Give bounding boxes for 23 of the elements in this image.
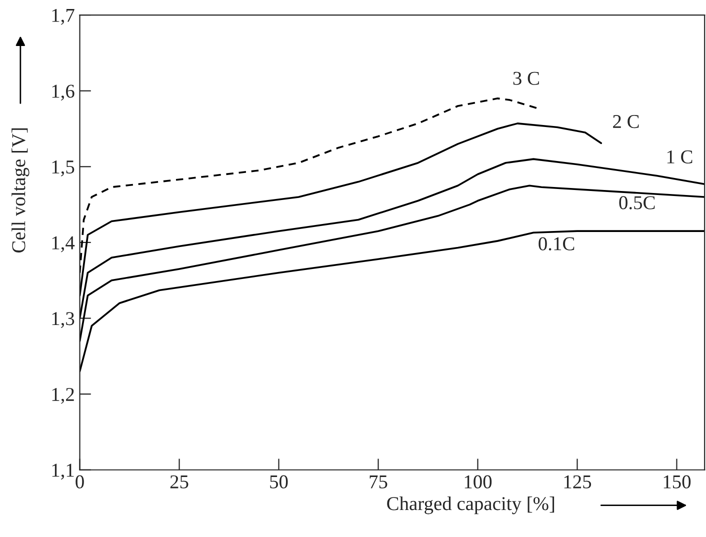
x-tick-label: 50 [270,475,288,488]
y-tick-label: 1,6 [52,84,74,101]
x-axis-title: Charged capacity [%] [387,496,554,514]
y-axis-title: Cell voltage [V] [12,128,30,253]
line-series [80,230,705,372]
y-tick-label: 1,4 [52,236,75,252]
y-tick-label: 1,2 [52,388,74,404]
line-series [80,184,705,342]
x-tick-label: 150 [664,475,691,488]
x-tick-label: 0 [76,475,84,488]
y-tick-label: 1,7 [52,8,74,25]
x-tick-label: 75 [370,475,388,488]
series-label: 2 C [613,115,639,128]
y-tick-label: 1,5 [52,160,74,176]
series-label: 3 C [513,72,539,85]
x-tick-label: 125 [564,475,592,488]
series-label: 1 C [667,150,692,164]
series-label: 0.1C [538,237,574,250]
series-label: 0.5C [619,196,655,210]
x-tick-label: 25 [170,475,188,488]
y-tick-label: 1,3 [52,312,74,328]
x-tick-label: 100 [464,475,492,488]
y-tick-label: 1,1 [52,464,74,480]
